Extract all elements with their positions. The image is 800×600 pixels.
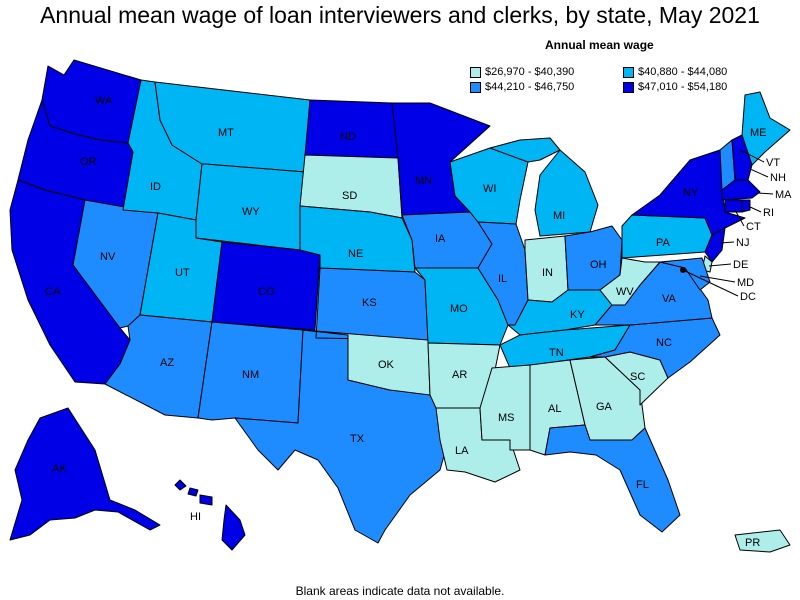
state-label-IL: IL (498, 273, 507, 285)
state-label-NJ: NJ (736, 237, 749, 249)
state-label-RI: RI (763, 207, 774, 219)
dc-marker[interactable] (680, 267, 686, 273)
state-label-CA: CA (45, 286, 61, 298)
state-label-NY: NY (683, 187, 699, 199)
state-WV[interactable] (599, 257, 661, 306)
state-label-ID: ID (150, 181, 161, 193)
state-label-OH: OH (590, 259, 607, 271)
state-label-WA: WA (95, 95, 113, 107)
legend-swatch-bin-3 (470, 81, 481, 93)
leader-NJ (719, 241, 735, 244)
state-MI[interactable] (534, 149, 599, 237)
state-label-WY: WY (242, 206, 260, 218)
state-label-WV: WV (616, 286, 634, 298)
state-CO[interactable] (211, 241, 321, 331)
state-label-MI: MI (553, 210, 565, 222)
legend-label-bin-2: $40,880 - $44,080 (638, 66, 728, 78)
state-MA[interactable] (721, 179, 761, 201)
state-label-TN: TN (549, 347, 564, 359)
state-label-DC: DC (740, 291, 756, 303)
state-label-AZ: AZ (160, 357, 174, 369)
state-label-MN: MN (415, 175, 432, 187)
state-label-OR: OR (80, 156, 97, 168)
state-label-KS: KS (362, 297, 377, 309)
state-label-NM: NM (242, 369, 259, 381)
legend-label-bin-1: $26,970 - $40,390 (485, 66, 575, 78)
state-NJ[interactable] (704, 227, 726, 263)
state-label-FL: FL (636, 479, 649, 491)
map-title: Annual mean wage of loan interviewers an… (40, 2, 760, 28)
state-label-KY: KY (570, 309, 585, 321)
legend-title: Annual mean wage (545, 38, 654, 52)
legend-item-bin-2: $40,880 - $44,080 (623, 66, 727, 78)
state-label-GA: GA (596, 401, 613, 413)
leader-CT (734, 209, 745, 227)
legend-swatch-bin-4 (623, 81, 634, 93)
state-label-VA: VA (662, 293, 677, 305)
state-label-MO: MO (450, 303, 468, 315)
state-label-NC: NC (656, 337, 672, 349)
state-label-AK: AK (52, 463, 67, 475)
state-label-UT: UT (175, 267, 190, 279)
state-label-SC: SC (630, 371, 645, 383)
state-label-NV: NV (100, 251, 116, 263)
state-MD[interactable] (659, 257, 711, 291)
state-label-CO: CO (258, 286, 275, 298)
state-label-MA: MA (775, 189, 792, 201)
state-label-NH: NH (770, 172, 786, 184)
legend-swatch-bin-2 (623, 66, 634, 78)
state-label-MS: MS (498, 412, 515, 424)
legend-label-bin-4: $47,010 - $54,180 (638, 81, 728, 93)
state-label-AL: AL (548, 403, 561, 415)
footnote: Blank areas indicate data not available. (295, 584, 505, 598)
label-leader-lines (682, 149, 774, 297)
state-label-CT: CT (746, 221, 761, 233)
state-label-ME: ME (750, 127, 767, 139)
state-NC[interactable] (589, 317, 721, 379)
state-label-OK: OK (378, 359, 395, 371)
leader-NH (747, 167, 769, 178)
state-label-MD: MD (737, 277, 754, 289)
state-PR[interactable] (734, 529, 791, 553)
state-label-HI: HI (190, 511, 201, 523)
leader-RI (747, 205, 762, 213)
state-label-PA: PA (656, 237, 671, 249)
state-CT[interactable] (724, 199, 743, 213)
state-label-WI: WI (483, 183, 496, 195)
leader-VT (739, 149, 765, 163)
state-label-PR: PR (745, 537, 760, 549)
state-NH[interactable] (731, 134, 753, 181)
leader-DC (682, 269, 739, 297)
state-label-TX: TX (350, 433, 365, 445)
state-label-IN: IN (542, 267, 553, 279)
state-label-AR: AR (452, 369, 467, 381)
state-label-NE: NE (348, 248, 363, 260)
legend-label-bin-3: $44,210 - $46,750 (485, 81, 575, 93)
state-label-VT: VT (766, 157, 780, 169)
leader-MD (699, 275, 736, 283)
state-MI-upper[interactable] (489, 137, 561, 163)
state-FL[interactable] (544, 424, 681, 533)
state-AK[interactable] (9, 407, 161, 541)
state-label-ND: ND (340, 131, 356, 143)
leader-DE (708, 263, 732, 267)
state-label-MT: MT (218, 127, 234, 139)
state-RI[interactable] (741, 199, 751, 213)
state-label-LA: LA (455, 445, 469, 457)
legend-item-bin-3: $44,210 - $46,750 (470, 81, 574, 93)
state-label-IA: IA (435, 233, 446, 245)
leader-MA (757, 192, 774, 195)
state-ND[interactable] (304, 99, 399, 159)
state-label-SD: SD (342, 190, 357, 202)
state-HI[interactable] (174, 479, 246, 551)
legend-swatch-bin-1 (470, 66, 481, 78)
legend-item-bin-4: $47,010 - $54,180 (623, 81, 727, 93)
legend-item-bin-1: $26,970 - $40,390 (470, 66, 574, 78)
state-labels: WA OR CA NV ID MT WY UT CO AZ NM TX ND S… (45, 95, 792, 549)
state-label-DE: DE (733, 259, 748, 271)
